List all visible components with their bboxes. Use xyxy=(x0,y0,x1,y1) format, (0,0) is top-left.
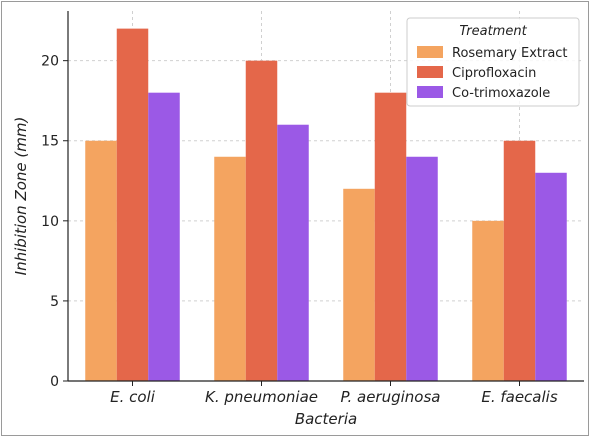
legend-swatch xyxy=(417,86,443,98)
legend-label: Co-trimoxazole xyxy=(452,86,550,101)
bar xyxy=(374,92,407,382)
bar xyxy=(343,188,375,381)
y-tick-label: 5 xyxy=(50,294,59,310)
x-tick-label: K. pneumoniae xyxy=(205,388,318,406)
x-tick-label: E. faecalis xyxy=(481,388,557,406)
y-tick-labels: 0 5 10 15 20 xyxy=(41,54,68,390)
legend-items: Rosemary Extract Ciprofloxacin Co-trimoxaz… xyxy=(417,46,568,101)
legend-box xyxy=(406,17,580,107)
axes xyxy=(67,11,584,382)
y-tick-label: 10 xyxy=(41,214,59,230)
bar xyxy=(214,156,246,381)
legend-swatch xyxy=(417,66,443,78)
bar xyxy=(535,172,567,381)
bar xyxy=(472,220,504,381)
x-tick-labels: E. coli K. pneumoniae P. aeruginosa E. faec… xyxy=(110,381,558,406)
x-tick-label: P. aeruginosa xyxy=(341,388,441,406)
bar xyxy=(116,28,149,381)
legend: Treatment Rosemary Extract Ciprofloxacin C… xyxy=(406,17,580,107)
y-axis-title: Inhibition Zone (mm) xyxy=(12,117,30,276)
x-axis-title: Bacteria xyxy=(295,410,357,428)
bars xyxy=(85,28,567,382)
bar xyxy=(148,92,180,382)
legend-label: Ciprofloxacin xyxy=(452,66,536,81)
bar xyxy=(85,140,117,381)
bar xyxy=(277,124,309,381)
legend-swatch xyxy=(417,46,443,58)
bar xyxy=(406,156,438,381)
y-tick-label: 0 xyxy=(50,374,59,390)
legend-label: Rosemary Extract xyxy=(452,46,568,61)
y-tick-label: 20 xyxy=(41,54,59,70)
bar xyxy=(245,60,278,381)
y-tick-label: 15 xyxy=(41,134,59,150)
legend-title: Treatment xyxy=(459,24,527,39)
x-tick-label: E. coli xyxy=(110,388,156,406)
bar xyxy=(503,140,536,381)
